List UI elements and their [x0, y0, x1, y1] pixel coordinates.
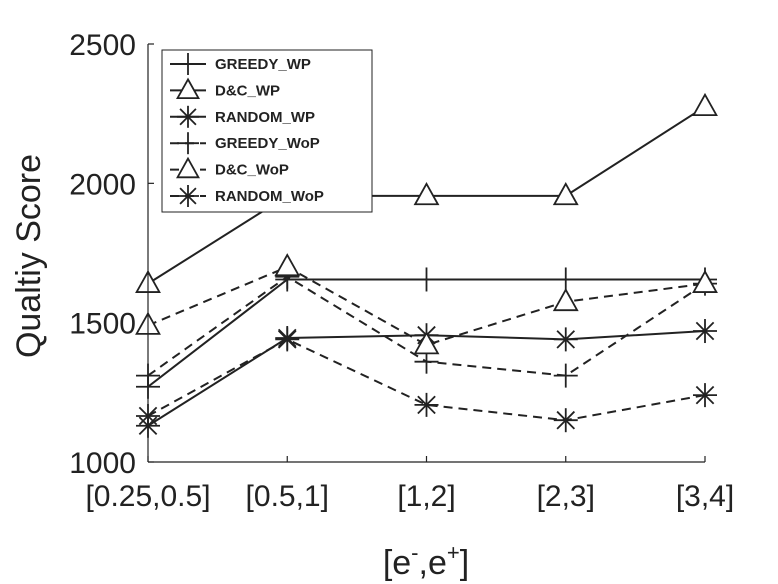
legend-marker	[177, 185, 199, 207]
data-point-d-c-wp	[413, 182, 440, 206]
legend: GREEDY_WP D&C_WP RANDOM_WP GREEDY_WoP D&C_Wo…	[161, 49, 373, 213]
y-tick-label: 1000	[69, 447, 136, 480]
series-line-random-wop	[147, 338, 706, 422]
triangle-marker-shape	[274, 253, 301, 277]
legend-entry-random-wop: RANDOM_WoP	[170, 185, 324, 207]
legend-label: RANDOM_WoP	[215, 188, 324, 205]
x-axis-title-mid: ,e	[419, 544, 447, 582]
asterisk-marker-d2	[556, 330, 576, 349]
x-axis-title-open: [e	[383, 544, 411, 582]
data-point-random-wp	[553, 327, 578, 352]
y-axis-title: Qualtiy Score	[10, 154, 48, 358]
data-point-d-c-wop	[552, 287, 579, 312]
legend-entry-greedy-wp: GREEDY_WP	[170, 53, 311, 75]
triangle-marker-shape	[176, 156, 200, 179]
series-greedy-wop	[136, 264, 717, 388]
data-point-greedy-wp	[553, 267, 578, 292]
x-tick-label: [0.5,1]	[246, 480, 329, 513]
x-axis-title-close: ]	[460, 544, 469, 582]
triangle-marker-shape	[176, 77, 200, 99]
legend-label: D&C_WP	[215, 82, 280, 99]
triangle-marker-shape	[692, 92, 718, 116]
x-tick-label: [0.25,0.5]	[85, 480, 210, 513]
data-point-d-c-wop	[274, 253, 301, 277]
y-axis-ticks: 1000 1500 2000 2500 [0.25,0.5] [0.5,1] [1,2] [2…	[69, 29, 734, 513]
x-tick-label: [1,2]	[397, 480, 455, 513]
legend-label: D&C_WoP	[215, 162, 289, 179]
legend-label: GREEDY_WoP	[215, 135, 320, 152]
triangle-marker-shape	[413, 331, 440, 355]
series-line-d-c-wop	[147, 265, 706, 347]
legend-label: GREEDY_WP	[215, 56, 311, 73]
triangle-marker-shape	[413, 182, 440, 206]
data-point-greedy-wop	[553, 363, 578, 388]
triangle-marker-shape	[552, 287, 579, 312]
legend-marker	[176, 77, 200, 99]
data-point-d-c-wop	[413, 331, 440, 355]
asterisk-marker-d2	[179, 108, 197, 126]
y-tick-label: 1500	[69, 308, 136, 341]
x-axis-title-sup-plus: +	[447, 540, 460, 565]
data-point-random-wop	[414, 392, 439, 417]
legend-entry-d-c-wop: D&C_WoP	[170, 156, 289, 179]
legend-marker	[177, 105, 199, 128]
x-tick-label: [3,4]	[676, 480, 734, 513]
data-point-d-c-wp	[552, 182, 579, 206]
data-point-d-c-wp	[692, 92, 718, 116]
x-tick-label: [2,3]	[537, 480, 595, 513]
asterisk-marker-d2	[695, 321, 715, 341]
triangle-marker-shape	[552, 182, 579, 206]
legend-marker	[177, 53, 199, 75]
legend-marker	[177, 132, 199, 155]
legend-entry-random-wp: RANDOM_WP	[170, 105, 315, 128]
legend-box	[161, 49, 373, 213]
x-axis-title-sup-minus: -	[411, 540, 418, 565]
data-point-greedy-wp	[414, 267, 439, 292]
x-axis-title: [e-,e+]	[383, 540, 469, 582]
data-point-random-wp	[693, 319, 717, 344]
asterisk-marker-d2	[277, 330, 297, 349]
asterisk-marker-d2	[695, 385, 715, 405]
y-tick-label: 2000	[69, 168, 136, 201]
legend-entry-greedy-wop: GREEDY_WoP	[170, 132, 320, 155]
data-point-d-c-wop	[692, 269, 718, 293]
asterisk-marker-d2	[179, 187, 197, 205]
data-point-random-wop	[275, 327, 300, 352]
legend-entry-d-c-wp: D&C_WP	[170, 77, 280, 99]
legend-label: RANDOM_WP	[215, 109, 315, 126]
y-tick-label: 2500	[69, 29, 136, 62]
asterisk-marker-d2	[556, 410, 576, 430]
triangle-marker-shape	[692, 269, 718, 293]
data-point-random-wop	[553, 408, 578, 433]
legend-marker	[176, 156, 200, 179]
data-point-random-wop	[693, 383, 717, 408]
asterisk-marker-d2	[417, 395, 436, 415]
